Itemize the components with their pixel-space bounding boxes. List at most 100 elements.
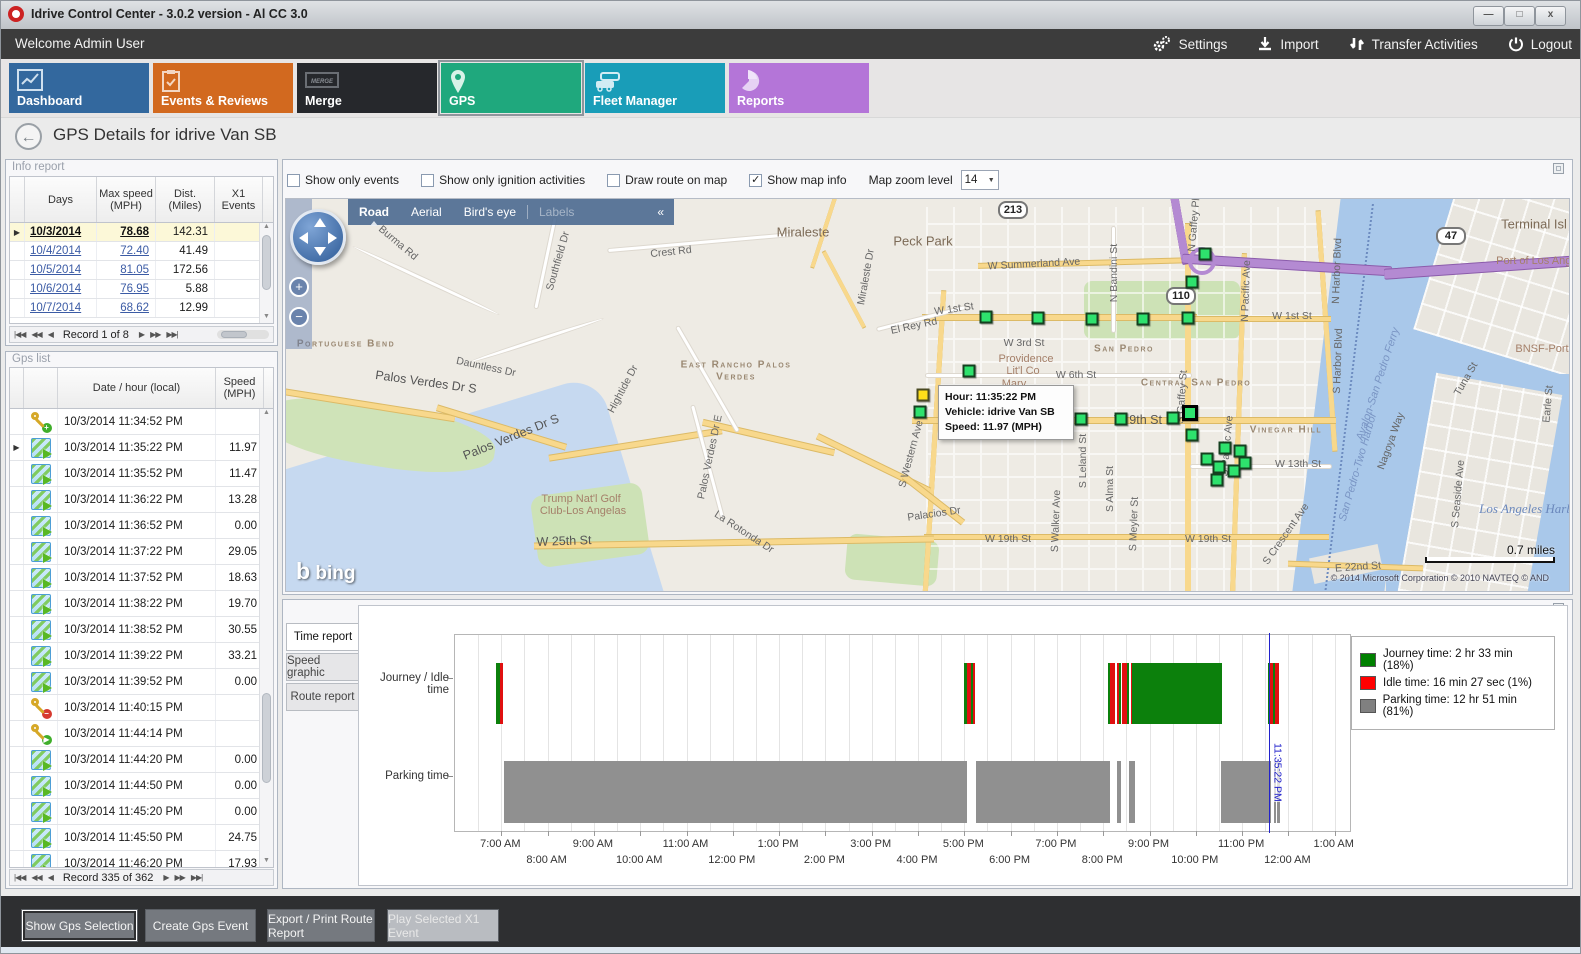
gps-grid-scrollbar[interactable]: ▲ ▼ bbox=[259, 409, 273, 867]
tab-time-report[interactable]: Time report bbox=[286, 623, 360, 651]
table-row[interactable]: ▶ 10/3/2014 78.68 142.31 bbox=[10, 223, 273, 242]
nav-tile-dashboard[interactable]: Dashboard bbox=[9, 63, 149, 113]
close-button[interactable]: x bbox=[1535, 6, 1566, 26]
pager-prev-button[interactable]: ◀ bbox=[47, 873, 54, 882]
map-view-road[interactable]: Road bbox=[359, 205, 389, 226]
list-item[interactable]: +10/3/2014 11:34:52 PM bbox=[10, 409, 273, 435]
map-option-3[interactable]: ✓ Show map info bbox=[749, 173, 847, 187]
header-cell-speed[interactable]: Speed (MPH) bbox=[216, 368, 264, 408]
header-cell-1[interactable]: Max speed (MPH) bbox=[97, 177, 156, 222]
list-item[interactable]: 10/3/2014 11:35:52 PM 11.47 bbox=[10, 461, 273, 487]
pager-next-button[interactable]: ▶ bbox=[163, 873, 169, 882]
map-option-0[interactable]: Show only events bbox=[287, 173, 399, 187]
gps-marker[interactable] bbox=[1198, 247, 1212, 261]
gps-marker[interactable] bbox=[1200, 452, 1214, 466]
pager-prev-page-button[interactable]: ◀◀ bbox=[31, 330, 42, 339]
pager-next-page-button[interactable]: ▶▶ bbox=[174, 873, 186, 882]
pager-first-button[interactable]: |◀◀ bbox=[14, 873, 26, 882]
pager-hscrollbar[interactable] bbox=[217, 330, 269, 339]
maximize-button[interactable]: □ bbox=[1504, 6, 1535, 26]
scrollbar-thumb[interactable] bbox=[262, 235, 271, 290]
cell-days[interactable]: 10/7/2014 bbox=[25, 299, 97, 317]
gps-marker[interactable] bbox=[979, 310, 993, 324]
pager-last-button[interactable]: ▶▶| bbox=[166, 330, 178, 339]
gps-marker[interactable] bbox=[1185, 275, 1199, 289]
nav-tile-merge[interactable]: MERGE Merge bbox=[297, 63, 437, 113]
map-view-labels[interactable]: Labels bbox=[539, 205, 575, 219]
menu-item-settings[interactable]: Settings bbox=[1152, 35, 1227, 53]
gps-marker-yellow[interactable] bbox=[916, 388, 930, 402]
map-option-1[interactable]: Show only ignition activities bbox=[421, 173, 585, 187]
table-row[interactable]: 10/6/2014 76.95 5.88 bbox=[10, 280, 273, 299]
menu-item-logout[interactable]: Logout bbox=[1508, 36, 1572, 52]
gps-marker[interactable] bbox=[1218, 441, 1232, 455]
pager-next-page-button[interactable]: ▶▶ bbox=[150, 330, 161, 339]
nav-tile-gps[interactable]: GPS bbox=[438, 60, 584, 116]
nav-tile-fleet-manager[interactable]: Fleet Manager bbox=[585, 63, 725, 113]
gps-marker[interactable] bbox=[1227, 464, 1241, 478]
gps-marker[interactable] bbox=[1185, 428, 1199, 442]
list-item[interactable]: 10/3/2014 11:36:52 PM 0.00 bbox=[10, 513, 273, 539]
map-canvas[interactable]: Miraleste Crest Rd Burma Rd Southfield Dr Mi… bbox=[285, 198, 1570, 592]
header-cell-0[interactable]: Days bbox=[25, 177, 97, 222]
info-grid-scrollbar[interactable]: ▲ ▼ bbox=[259, 223, 273, 323]
create-gps-event-button[interactable]: Create Gps Event bbox=[145, 909, 256, 942]
table-row[interactable]: 10/4/2014 72.40 41.49 bbox=[10, 242, 273, 261]
scroll-down-icon[interactable]: ▼ bbox=[263, 857, 270, 864]
list-item[interactable]: 10/3/2014 11:44:20 PM 0.00 bbox=[10, 747, 273, 773]
list-item[interactable]: −10/3/2014 11:40:15 PM bbox=[10, 695, 273, 721]
list-item[interactable]: 10/3/2014 11:38:22 PM 19.70 bbox=[10, 591, 273, 617]
gps-marker[interactable] bbox=[1181, 311, 1195, 325]
list-item[interactable]: 10/3/2014 11:39:52 PM 0.00 bbox=[10, 669, 273, 695]
cell-max-speed[interactable]: 78.68 bbox=[97, 223, 156, 241]
checkbox-icon[interactable] bbox=[421, 173, 435, 187]
gps-marker[interactable] bbox=[1031, 311, 1045, 325]
gps-marker[interactable] bbox=[913, 405, 927, 419]
map-zoom-in-button[interactable]: + bbox=[289, 277, 309, 297]
pager-next-button[interactable]: ▶ bbox=[138, 330, 145, 339]
gps-marker[interactable] bbox=[1212, 460, 1226, 474]
cell-days[interactable]: 10/3/2014 bbox=[25, 223, 97, 241]
list-item[interactable]: ▶ 10/3/2014 11:35:22 PM 11.97 bbox=[10, 435, 273, 461]
pager-prev-button[interactable]: ◀ bbox=[47, 330, 54, 339]
map-view-aerial[interactable]: Aerial bbox=[411, 205, 442, 219]
list-item[interactable]: 10/3/2014 11:44:50 PM 0.00 bbox=[10, 773, 273, 799]
gps-marker-selected[interactable] bbox=[1182, 405, 1198, 421]
list-item[interactable]: 10/3/2014 11:46:20 PM 17.93 bbox=[10, 851, 273, 867]
scrollbar-thumb[interactable] bbox=[262, 692, 271, 783]
cell-days[interactable]: 10/4/2014 bbox=[25, 242, 97, 260]
gps-marker[interactable] bbox=[1085, 312, 1099, 326]
scroll-up-icon[interactable]: ▲ bbox=[263, 223, 270, 230]
list-item[interactable]: 10/3/2014 11:38:52 PM 30.55 bbox=[10, 617, 273, 643]
menu-item-transfer[interactable]: Transfer Activities bbox=[1349, 36, 1478, 52]
show-gps-selection-button[interactable]: Show Gps Selection bbox=[21, 909, 138, 942]
map-option-2[interactable]: Draw route on map bbox=[607, 173, 727, 187]
list-item[interactable]: 10/3/2014 11:39:22 PM 33.21 bbox=[10, 643, 273, 669]
pager-prev-page-button[interactable]: ◀◀ bbox=[31, 873, 42, 882]
header-cell-date[interactable]: Date / hour (local) bbox=[58, 368, 216, 408]
list-item[interactable]: 10/3/2014 11:37:52 PM 18.63 bbox=[10, 565, 273, 591]
list-item[interactable]: 10/3/2014 11:37:22 PM 29.05 bbox=[10, 539, 273, 565]
gps-marker[interactable] bbox=[962, 364, 976, 378]
list-item[interactable]: ▶ 10/3/2014 11:44:14 PM bbox=[10, 721, 273, 747]
tab-speed-graphic[interactable]: Speed graphic bbox=[286, 653, 359, 681]
checkbox-checked-icon[interactable]: ✓ bbox=[749, 173, 763, 187]
cell-days[interactable]: 10/5/2014 bbox=[25, 261, 97, 279]
scroll-down-icon[interactable]: ▼ bbox=[263, 313, 270, 320]
nav-tile-events-reviews[interactable]: Events & Reviews bbox=[153, 63, 293, 113]
map-view-bird-s-eye[interactable]: Bird's eye bbox=[463, 205, 516, 219]
map-zoom-level-select[interactable]: 14 ▼ bbox=[960, 170, 999, 190]
gps-marker[interactable] bbox=[1238, 456, 1252, 470]
map-viewbar-collapse-button[interactable]: « bbox=[657, 205, 664, 219]
table-row[interactable]: 10/5/2014 81.05 172.56 bbox=[10, 261, 273, 280]
map-panel-maximize-button[interactable] bbox=[1553, 163, 1564, 174]
header-cell-2[interactable]: Dist. (Miles) bbox=[156, 177, 215, 222]
cell-days[interactable]: 10/6/2014 bbox=[25, 280, 97, 298]
list-item[interactable]: 10/3/2014 11:36:22 PM 13.28 bbox=[10, 487, 273, 513]
nav-tile-reports[interactable]: Reports bbox=[729, 63, 869, 113]
gps-marker[interactable] bbox=[1166, 411, 1180, 425]
export-print-route-report-button[interactable]: Export / Print Route Report bbox=[267, 909, 375, 942]
pager-first-button[interactable]: |◀◀ bbox=[14, 330, 26, 339]
gps-marker[interactable] bbox=[1114, 412, 1128, 426]
header-cell-3[interactable]: X1 Events bbox=[215, 177, 263, 222]
